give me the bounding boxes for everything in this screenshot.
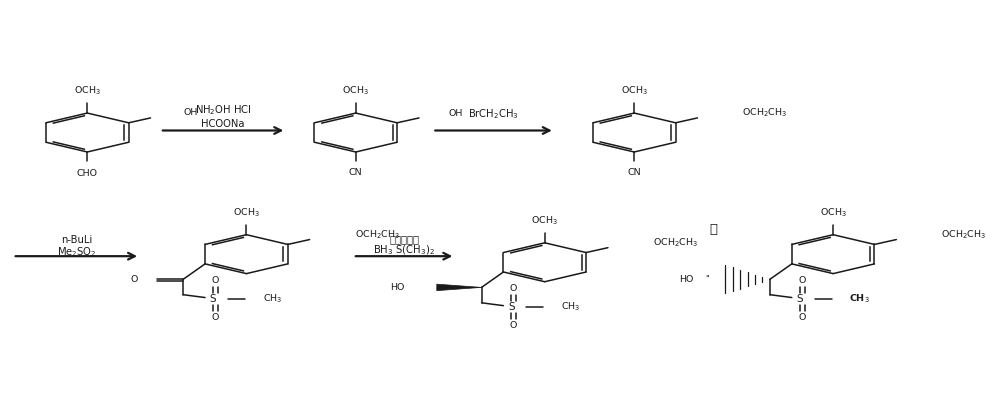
Text: OH: OH <box>449 109 463 118</box>
Text: OCH$_2$CH$_3$: OCH$_2$CH$_3$ <box>355 228 400 240</box>
Text: S: S <box>796 294 803 304</box>
Text: OCH$_3$: OCH$_3$ <box>74 85 101 97</box>
Text: 手性如化剤: 手性如化剤 <box>389 234 419 244</box>
Text: O: O <box>211 313 219 322</box>
Text: OCH$_2$CH$_3$: OCH$_2$CH$_3$ <box>941 228 987 240</box>
Polygon shape <box>437 284 482 291</box>
Text: O: O <box>510 284 517 293</box>
Text: BH$_3$ S(CH$_3$)$_2$: BH$_3$ S(CH$_3$)$_2$ <box>373 243 435 257</box>
Text: S: S <box>508 302 515 312</box>
Text: NH$_2$OH HCl: NH$_2$OH HCl <box>195 103 251 117</box>
Text: OCH$_3$: OCH$_3$ <box>820 206 847 219</box>
Text: HCOONa: HCOONa <box>201 120 245 129</box>
Text: HO: HO <box>679 275 693 284</box>
Text: OCH$_3$: OCH$_3$ <box>233 206 260 219</box>
Text: OH: OH <box>183 108 198 117</box>
Text: O: O <box>798 276 805 284</box>
Text: OCH$_3$: OCH$_3$ <box>531 214 558 227</box>
Text: O: O <box>130 275 137 284</box>
Text: n-BuLi: n-BuLi <box>61 235 92 245</box>
Text: 或: 或 <box>710 223 718 236</box>
Text: BrCH$_2$CH$_3$: BrCH$_2$CH$_3$ <box>468 107 519 121</box>
Text: HO: HO <box>391 283 405 292</box>
Text: CH$_3$: CH$_3$ <box>263 293 282 305</box>
Text: CN: CN <box>349 168 363 177</box>
Text: CN: CN <box>627 168 641 177</box>
Text: CH$_3$: CH$_3$ <box>561 300 581 313</box>
Text: '': '' <box>705 275 710 284</box>
Text: OCH$_2$CH$_3$: OCH$_2$CH$_3$ <box>653 236 698 249</box>
Text: S: S <box>210 294 216 304</box>
Text: O: O <box>211 276 219 284</box>
Text: OCH$_3$: OCH$_3$ <box>621 85 648 97</box>
Text: CH$_3$: CH$_3$ <box>849 293 870 305</box>
Text: OCH$_3$: OCH$_3$ <box>342 85 369 97</box>
Text: Me$_2$SO$_2$: Me$_2$SO$_2$ <box>57 245 96 259</box>
Text: CHO: CHO <box>77 169 98 178</box>
Text: O: O <box>510 321 517 330</box>
Text: O: O <box>798 313 805 322</box>
Text: OCH$_2$CH$_3$: OCH$_2$CH$_3$ <box>742 106 788 119</box>
